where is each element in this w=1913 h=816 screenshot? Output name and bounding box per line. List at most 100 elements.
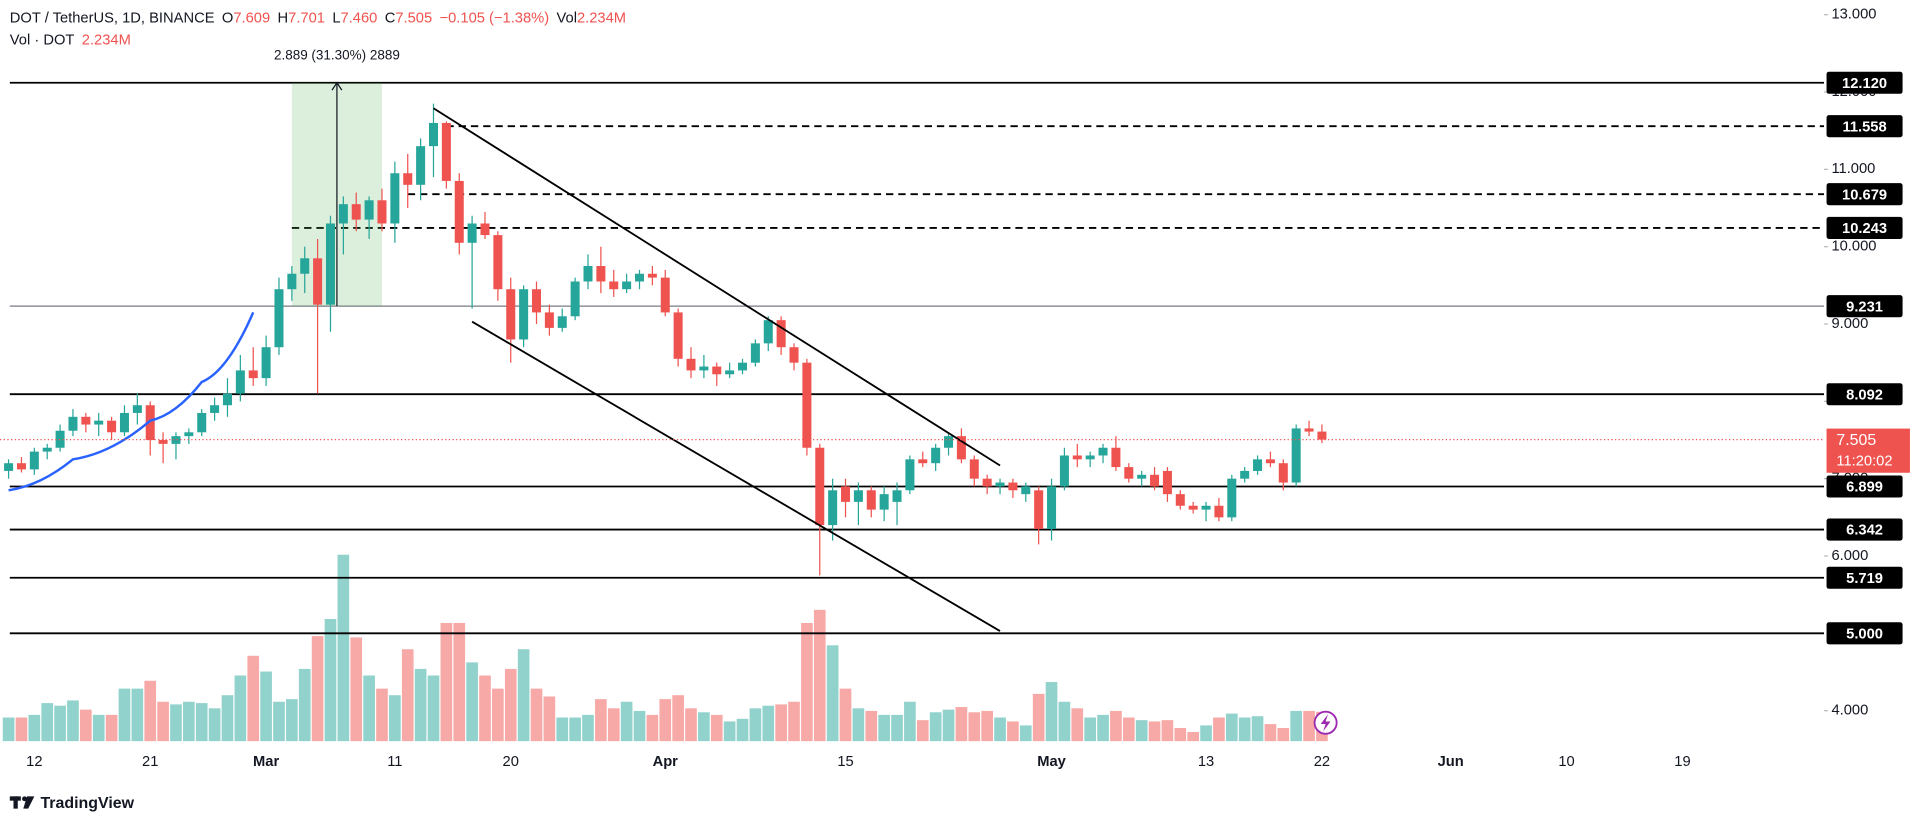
- candle-body: [1034, 490, 1044, 529]
- candle-body: [609, 281, 619, 290]
- candle-body: [1098, 447, 1108, 456]
- field-key: Vol: [557, 10, 577, 26]
- candle-body: [132, 405, 142, 413]
- volume-bar: [1122, 717, 1135, 742]
- measure-arrow-head: [331, 81, 343, 91]
- candle-body: [364, 200, 374, 220]
- volume-bar: [492, 688, 504, 742]
- last-price-label: 7.505: [1836, 432, 1876, 449]
- candle-body: [29, 451, 39, 470]
- volume-bar: [1148, 721, 1161, 742]
- candle-body: [1278, 463, 1288, 483]
- volume-bar: [92, 714, 105, 742]
- volume-bar: [736, 718, 749, 742]
- candle-body: [622, 281, 632, 290]
- level-label: 12.120: [1842, 76, 1887, 92]
- volume-bar: [260, 671, 272, 742]
- x-tick-label: May: [1037, 754, 1066, 770]
- candle-body: [454, 180, 464, 243]
- candle-body: [660, 277, 670, 313]
- level-label: 8.092: [1846, 387, 1883, 403]
- candle-body: [699, 366, 709, 371]
- candle-body: [1227, 478, 1237, 518]
- x-tick-label: 21: [142, 754, 158, 770]
- candle-body: [480, 223, 490, 236]
- candle-body: [712, 366, 722, 375]
- volume-bar: [1045, 682, 1058, 742]
- candle-body: [982, 478, 992, 487]
- volume-bar: [1174, 728, 1187, 742]
- volume-bar: [543, 696, 556, 742]
- candle-body: [1175, 494, 1185, 506]
- candle-body: [1201, 505, 1211, 510]
- candles: [0, 103, 1825, 632]
- candle-body: [184, 432, 194, 437]
- candle-body: [673, 312, 683, 359]
- level-box: [1826, 71, 1903, 94]
- volume-bar: [41, 703, 54, 742]
- volume-bar: [234, 675, 247, 742]
- x-tick-label: 20: [503, 754, 519, 770]
- volume-bar: [376, 688, 388, 742]
- candle-body: [750, 343, 760, 363]
- volume-bar: [157, 701, 169, 742]
- field-key: C: [385, 10, 396, 26]
- candle-body: [81, 416, 91, 425]
- volume-bar: [1303, 710, 1315, 742]
- volume-bar: [427, 675, 440, 742]
- candle-body: [853, 490, 863, 502]
- candle-body: [969, 459, 979, 479]
- x-tick-label: 12: [26, 754, 42, 770]
- candle-body: [1291, 428, 1301, 483]
- candle-body: [171, 436, 181, 444]
- candle-body: [1059, 455, 1069, 487]
- candle-body: [1021, 486, 1031, 495]
- candle-body: [815, 447, 825, 526]
- level-box: [1826, 383, 1903, 406]
- x-tick-label: 10: [1558, 754, 1574, 770]
- x-tick-label: 15: [837, 754, 853, 770]
- candle-body: [776, 320, 786, 348]
- volume-bar: [517, 649, 530, 742]
- candle-body: [42, 447, 52, 452]
- candle-body: [828, 490, 838, 526]
- volume-bar: [981, 710, 993, 742]
- volume-pane: [2, 554, 1328, 742]
- candle-body: [892, 490, 902, 502]
- x-tick-label: 19: [1674, 754, 1690, 770]
- candle-body: [725, 370, 735, 375]
- candle-body: [879, 494, 889, 510]
- volume-bar: [607, 708, 620, 742]
- volume-bar: [221, 695, 234, 742]
- measure-label: 2.889 (31.30%) 2889: [274, 47, 400, 62]
- level-label: 6.899: [1846, 480, 1883, 496]
- volume-bar: [916, 720, 929, 742]
- x-tick-label: Apr: [653, 754, 679, 770]
- candle-body: [583, 266, 593, 282]
- y-tick-label: 11.000: [1831, 161, 1875, 177]
- brand: TradingView: [40, 795, 134, 812]
- candle-body: [261, 347, 271, 379]
- candle-body: [4, 463, 14, 471]
- volume-bar: [144, 680, 157, 742]
- candle-body: [1304, 428, 1314, 432]
- volume-bar: [1200, 725, 1212, 742]
- candle-body: [390, 173, 400, 224]
- level-box: [1826, 475, 1903, 498]
- field-value: 7.460: [341, 10, 378, 26]
- candle-body: [918, 459, 928, 464]
- volume-bar: [839, 688, 852, 742]
- level-box: [1826, 566, 1903, 589]
- candle-body: [905, 459, 915, 491]
- candle-body: [1188, 505, 1198, 510]
- volume-bar: [466, 662, 478, 742]
- volume-bar: [440, 622, 453, 742]
- candle-body: [197, 412, 207, 433]
- volume-bar: [775, 704, 787, 742]
- volume-bar: [1251, 716, 1264, 742]
- candle-body: [1085, 455, 1095, 460]
- volume-bar: [826, 645, 839, 742]
- volume-bar: [646, 714, 659, 742]
- volume-bar: [170, 704, 182, 742]
- volume-bar: [1225, 713, 1238, 742]
